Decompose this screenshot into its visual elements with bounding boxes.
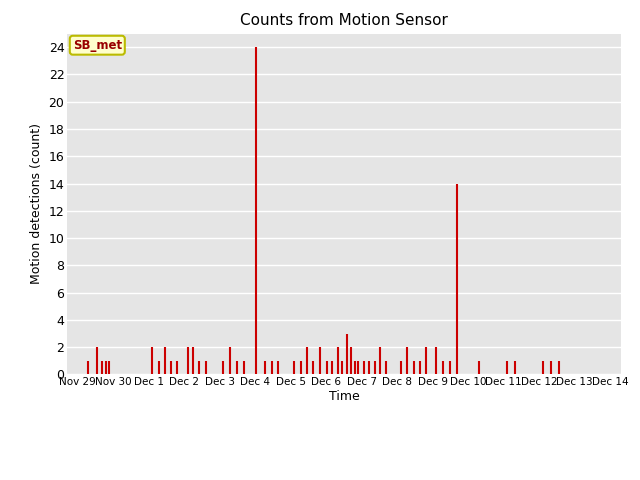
Text: SB_met: SB_met bbox=[73, 39, 122, 52]
X-axis label: Time: Time bbox=[328, 390, 360, 403]
Title: Counts from Motion Sensor: Counts from Motion Sensor bbox=[240, 13, 448, 28]
Y-axis label: Motion detections (count): Motion detections (count) bbox=[30, 123, 43, 285]
